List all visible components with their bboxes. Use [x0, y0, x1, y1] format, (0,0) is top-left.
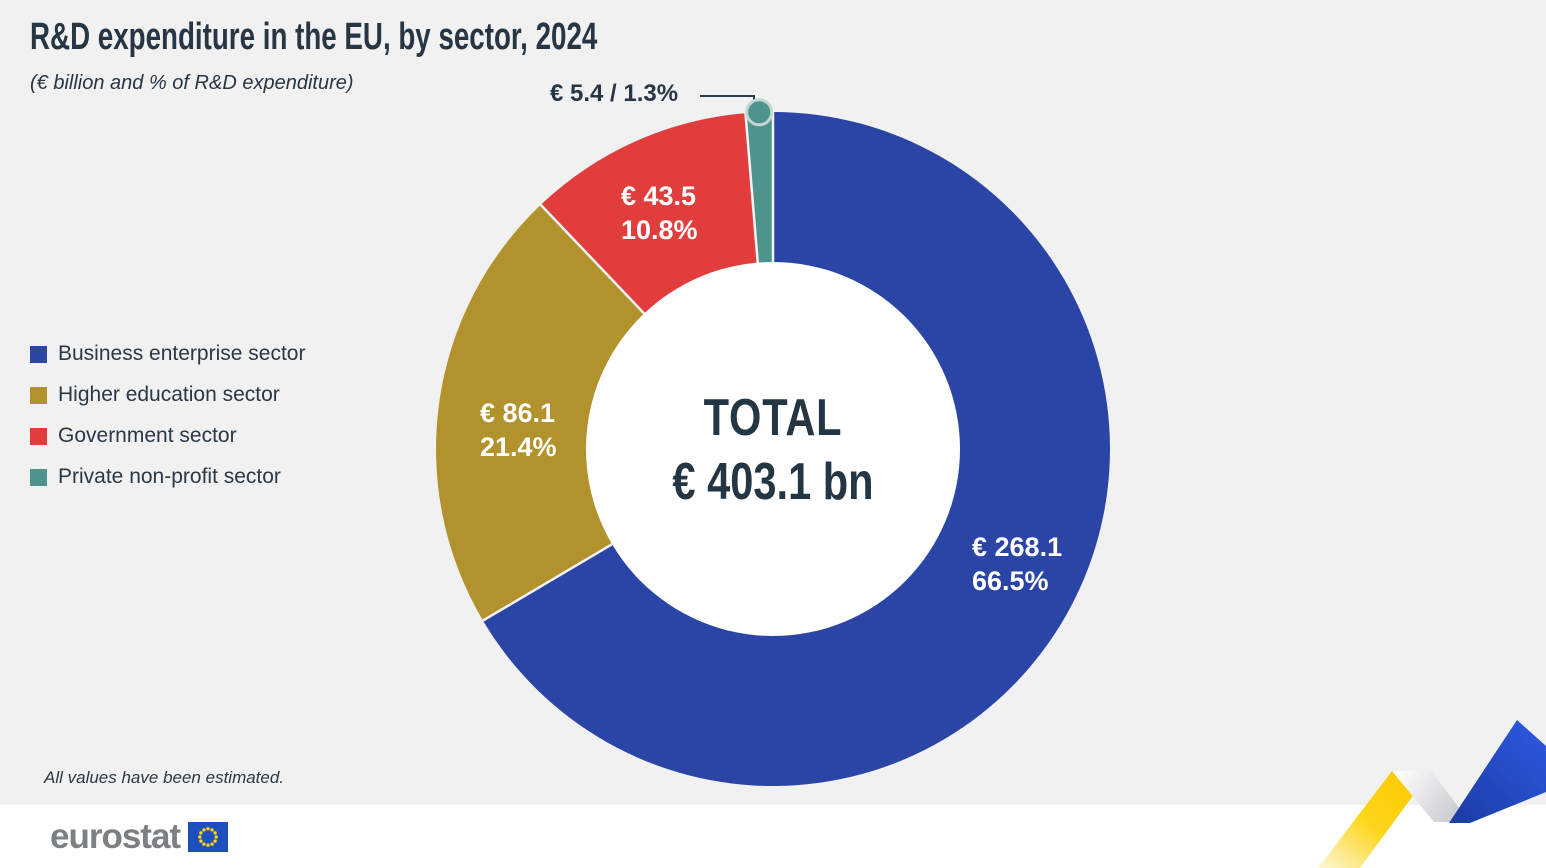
- flag-star: [202, 828, 206, 832]
- flag-star: [202, 842, 206, 846]
- slice-value: € 86.1: [480, 398, 556, 428]
- page-title: R&D expenditure in the EU, by sector, 20…: [30, 16, 598, 58]
- eurostat-logo-text: eurostat: [50, 817, 181, 856]
- callout-marker: [745, 98, 774, 127]
- legend-label: Business enterprise sector: [58, 342, 306, 365]
- flag-star: [198, 835, 202, 839]
- legend-label: Private non-profit sector: [58, 465, 281, 488]
- flag-star: [199, 831, 203, 835]
- eu-flag-field: [188, 822, 229, 852]
- callout-label-private-non-profit: € 5.4 / 1.3%: [550, 80, 679, 107]
- legend-swatch-higher-education: [30, 386, 47, 404]
- flag-star: [213, 839, 217, 843]
- flag-star: [214, 835, 218, 839]
- slice-percent: 21.4%: [480, 432, 557, 462]
- legend-item-higher-education: Higher education sector: [30, 383, 305, 407]
- slice-percent: 10.8%: [621, 215, 698, 245]
- total-value: € 403.1 bn: [672, 453, 874, 511]
- slice-value: € 43.5: [621, 181, 697, 211]
- flag-star: [199, 839, 203, 843]
- callout-leader-line: [700, 95, 755, 106]
- slice-percent: 66.5%: [972, 566, 1049, 596]
- flag-star: [213, 831, 217, 835]
- eu-flag-icon: [188, 822, 229, 852]
- donut-center-total: TOTAL € 403.1 bn: [672, 386, 873, 514]
- legend-label: Government sector: [58, 424, 237, 447]
- total-label: TOTAL: [703, 389, 843, 447]
- slice-value: € 268.1: [972, 532, 1063, 562]
- legend: Business enterprise sector Higher educat…: [30, 342, 305, 506]
- donut-hole: [586, 262, 960, 636]
- legend-swatch-government: [30, 427, 47, 445]
- legend-swatch-private-non-profit: [30, 468, 47, 486]
- flag-star: [206, 827, 210, 831]
- legend-item-private-non-profit: Private non-profit sector: [30, 465, 305, 489]
- footnote: All values have been estimated.: [44, 768, 285, 787]
- legend-item-business-enterprise: Business enterprise sector: [30, 342, 305, 366]
- legend-item-government: Government sector: [30, 424, 305, 448]
- flag-star: [206, 843, 210, 847]
- legend-label: Higher education sector: [58, 383, 280, 406]
- slice-label-government: € 43.5 10.8%: [621, 179, 698, 247]
- flag-star: [210, 828, 214, 832]
- page-subtitle: (€ billion and % of R&D expenditure): [30, 72, 354, 94]
- legend-swatch-business-enterprise: [30, 345, 47, 363]
- flag-star: [210, 842, 214, 846]
- slice-label-business-enterprise: € 268.1 66.5%: [972, 530, 1062, 598]
- slice-label-higher-education: € 86.1 21.4%: [480, 396, 557, 464]
- eurostat-logo: eurostat: [50, 817, 229, 857]
